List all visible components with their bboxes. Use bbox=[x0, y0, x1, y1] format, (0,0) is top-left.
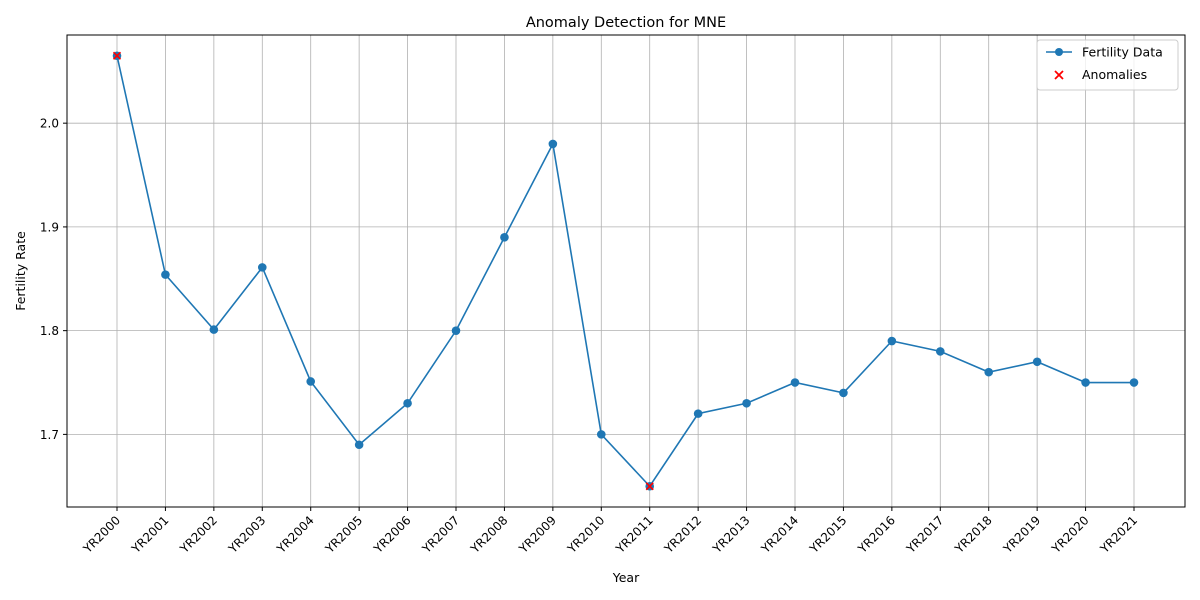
data-point bbox=[161, 270, 170, 279]
data-point bbox=[839, 388, 848, 398]
data-point bbox=[1081, 378, 1090, 387]
data-point bbox=[935, 347, 945, 356]
anomaly-marker bbox=[112, 51, 122, 60]
data-point bbox=[1032, 357, 1042, 367]
data-point bbox=[1129, 378, 1139, 387]
data-point bbox=[354, 440, 364, 450]
data-point bbox=[209, 325, 219, 334]
legend-label-anomalies: Anomalies bbox=[1082, 67, 1147, 82]
y-tick-label: 2.0 bbox=[40, 117, 59, 131]
anomaly-marker bbox=[645, 482, 654, 491]
data-point bbox=[887, 336, 897, 346]
data-point bbox=[500, 232, 509, 242]
y-tick-label: 1.7 bbox=[40, 428, 59, 442]
y-tick-label: 1.8 bbox=[40, 324, 59, 338]
legend-box bbox=[1036, 39, 1179, 91]
data-point bbox=[984, 367, 994, 377]
plot-area bbox=[66, 34, 1186, 508]
data-point bbox=[451, 326, 461, 335]
legend-marker-anomalies bbox=[1054, 70, 1064, 80]
y-axis: 1.7 1.8 1.9 2.0 bbox=[40, 117, 67, 442]
data-point bbox=[257, 263, 267, 272]
data-point bbox=[742, 398, 751, 408]
legend: Fertility Data Anomalies bbox=[1036, 39, 1179, 91]
data-point bbox=[403, 398, 412, 408]
y-tick-label: 1.9 bbox=[40, 220, 59, 234]
series-layer bbox=[112, 51, 1139, 491]
data-point bbox=[596, 430, 606, 439]
grid bbox=[67, 35, 1185, 507]
data-point bbox=[693, 409, 703, 418]
data-point bbox=[306, 377, 316, 386]
x-axis-label: Year bbox=[612, 570, 640, 585]
series-line-fertility bbox=[116, 55, 1134, 488]
data-point bbox=[548, 139, 558, 149]
y-axis-label: Fertility Rate bbox=[13, 231, 28, 311]
legend-marker-fertility bbox=[1055, 48, 1063, 56]
data-point bbox=[790, 378, 800, 387]
legend-label-fertility: Fertility Data bbox=[1082, 45, 1163, 60]
chart-title: Anomaly Detection for MNE bbox=[526, 15, 726, 31]
